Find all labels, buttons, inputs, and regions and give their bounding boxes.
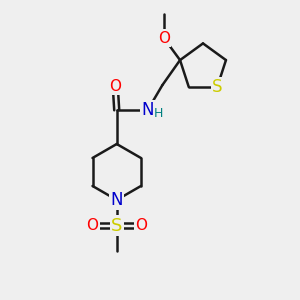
Text: H: H bbox=[154, 106, 164, 120]
Text: O: O bbox=[109, 79, 121, 94]
Text: N: N bbox=[110, 191, 123, 209]
Text: S: S bbox=[212, 78, 222, 96]
Text: O: O bbox=[135, 218, 147, 233]
Text: S: S bbox=[111, 217, 122, 235]
Text: O: O bbox=[87, 218, 99, 233]
Text: N: N bbox=[141, 101, 154, 119]
Text: O: O bbox=[158, 31, 170, 46]
